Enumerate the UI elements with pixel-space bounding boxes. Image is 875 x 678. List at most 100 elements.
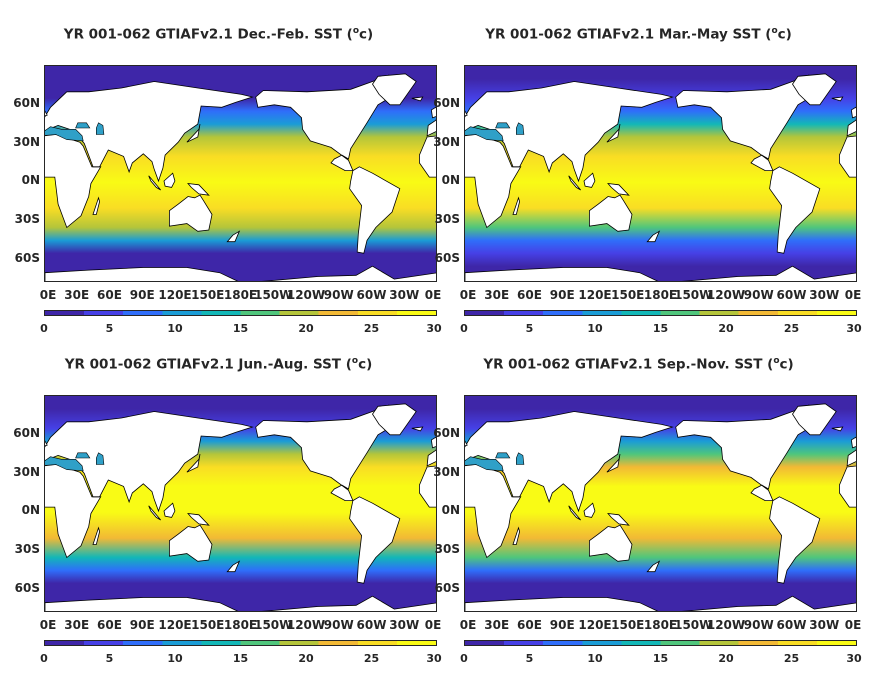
lon-label: 90W — [323, 618, 354, 632]
lon-label: 120W — [286, 618, 326, 632]
lon-label: 120W — [286, 288, 326, 302]
landmass-australia — [169, 524, 213, 562]
colorbar-tick-label: 10 — [167, 652, 183, 665]
colorbar-tick-label: 0 — [40, 652, 48, 665]
lon-label: 60W — [356, 618, 387, 632]
sea-mediterranean — [45, 126, 84, 142]
sst-map — [44, 65, 437, 282]
colorbar-tick-label: 10 — [587, 322, 603, 335]
landmass-antarctica — [465, 595, 856, 611]
lat-label: 60N — [13, 425, 40, 440]
colorbar-ticks: 0 5 10 15 20 25 30 — [40, 322, 441, 336]
sea-caspian-sea — [515, 452, 525, 465]
landmass-europe-asia — [465, 411, 674, 513]
landmass-north-america — [255, 404, 401, 501]
landmass-iceland — [411, 96, 424, 102]
colorbar-tick-label: 25 — [783, 652, 800, 665]
lat-label: 0N — [441, 503, 460, 518]
colorbar-tick-label: 25 — [363, 652, 380, 665]
map-panel-jja: YR 001-062 GTIAFv2.1 Jun.-Aug. SST (oc) 6… — [0, 350, 442, 678]
map-panel-djf: YR 001-062 GTIAFv2.1 Dec.-Feb. SST (oc) 6… — [0, 20, 441, 348]
landmass-new-guinea — [187, 512, 210, 526]
lon-label: 90E — [549, 618, 575, 632]
lat-label: 60S — [14, 250, 40, 265]
lat-label: 0N — [21, 173, 40, 188]
lon-label: 0E — [424, 618, 442, 632]
landmass-south-america — [349, 166, 401, 254]
sst-map — [464, 395, 857, 612]
sst-map — [44, 395, 437, 612]
landmass-madagascar — [512, 196, 521, 215]
landmass-sumatra — [148, 505, 162, 521]
landmass-australia — [589, 524, 633, 562]
colorbar-tick-label: 15 — [652, 652, 669, 665]
landmass-europe-asia — [45, 411, 254, 513]
colorbar-tick-label: 15 — [232, 652, 249, 665]
colorbar-tick-label: 20 — [298, 322, 314, 335]
landmass-australia — [589, 194, 633, 232]
sea-black-sea — [495, 452, 511, 459]
landmass-new-zealand — [646, 230, 661, 243]
colorbar-tick-label: 30 — [846, 652, 862, 665]
lon-label: 150E — [611, 288, 645, 302]
colorbar — [464, 640, 857, 646]
colorbar-tick-label: 5 — [525, 652, 534, 665]
landmass-antarctica — [465, 265, 856, 281]
landmass-africa — [418, 465, 436, 508]
sst-map — [464, 65, 857, 282]
landmass-europe-asia — [426, 449, 436, 467]
lat-label: 60N — [13, 95, 40, 110]
lon-label: 120W — [706, 288, 746, 302]
landmass-japan — [606, 124, 621, 143]
landmass-greenland — [372, 403, 417, 436]
lon-label: 120E — [578, 618, 612, 632]
landmass-sumatra — [148, 175, 162, 191]
lon-label: 60E — [517, 288, 542, 302]
sea-caspian-sea — [95, 452, 105, 465]
longitude-axis: 0E 30E 60E 90E 120E 150E 180E 150W 120W 90W 60W 30W… — [460, 618, 862, 634]
colorbar-tick-label: 30 — [846, 322, 862, 335]
lat-label: 0N — [441, 173, 460, 188]
landmass-madagascar — [92, 526, 101, 545]
landmass-new-zealand — [226, 230, 241, 243]
lon-label: 90E — [129, 618, 155, 632]
colorbar-tick-label: 30 — [426, 322, 442, 335]
colorbar-tick-label: 5 — [525, 322, 534, 335]
longitude-axis: 0E 30E 60E 90E 120E 150E 180E 150W 120W 90W 60W 30W… — [40, 618, 442, 634]
lat-label: 30N — [13, 464, 40, 479]
lat-label: 60S — [14, 580, 40, 595]
landmass-borneo — [163, 502, 176, 518]
landmass-madagascar — [512, 526, 521, 545]
landmass-new-guinea — [607, 182, 630, 196]
lat-label: 60N — [433, 425, 460, 440]
landmass-uk — [430, 436, 436, 449]
landmass-australia — [169, 194, 213, 232]
lon-label: 90W — [743, 618, 774, 632]
lat-label: 30S — [434, 542, 460, 556]
landmass-new-guinea — [187, 182, 210, 196]
colorbar-tick-label: 15 — [652, 322, 669, 335]
landmass-north-america — [675, 74, 821, 171]
landmass-europe-asia — [465, 81, 674, 183]
lon-label: 90E — [129, 288, 155, 302]
landmass-madagascar — [92, 196, 101, 215]
landmass-borneo — [583, 172, 596, 188]
landmass-africa — [838, 465, 856, 508]
lon-label: 90E — [549, 288, 575, 302]
lon-label: 60W — [356, 288, 387, 302]
landmass-south-america — [769, 166, 821, 254]
sea-black-sea — [75, 452, 91, 459]
colorbar-ticks: 0 5 10 15 20 25 30 — [460, 652, 861, 666]
lon-label: 180E — [643, 618, 678, 632]
colorbar-tick-label: 0 — [40, 322, 48, 335]
map-panel-son: YR 001-062 GTIAFv2.1 Sep.-Nov. SST (oc) 6… — [420, 350, 862, 678]
lon-label: 120W — [706, 618, 746, 632]
landmass-new-guinea — [607, 512, 630, 526]
lat-label: 30N — [433, 464, 460, 479]
lon-label: 60E — [517, 618, 542, 632]
lat-label: 60S — [434, 580, 460, 595]
lat-label: 30S — [434, 212, 460, 226]
landmass-north-america — [675, 404, 821, 501]
lon-label: 150E — [191, 618, 225, 632]
lon-label: 30W — [809, 618, 840, 632]
